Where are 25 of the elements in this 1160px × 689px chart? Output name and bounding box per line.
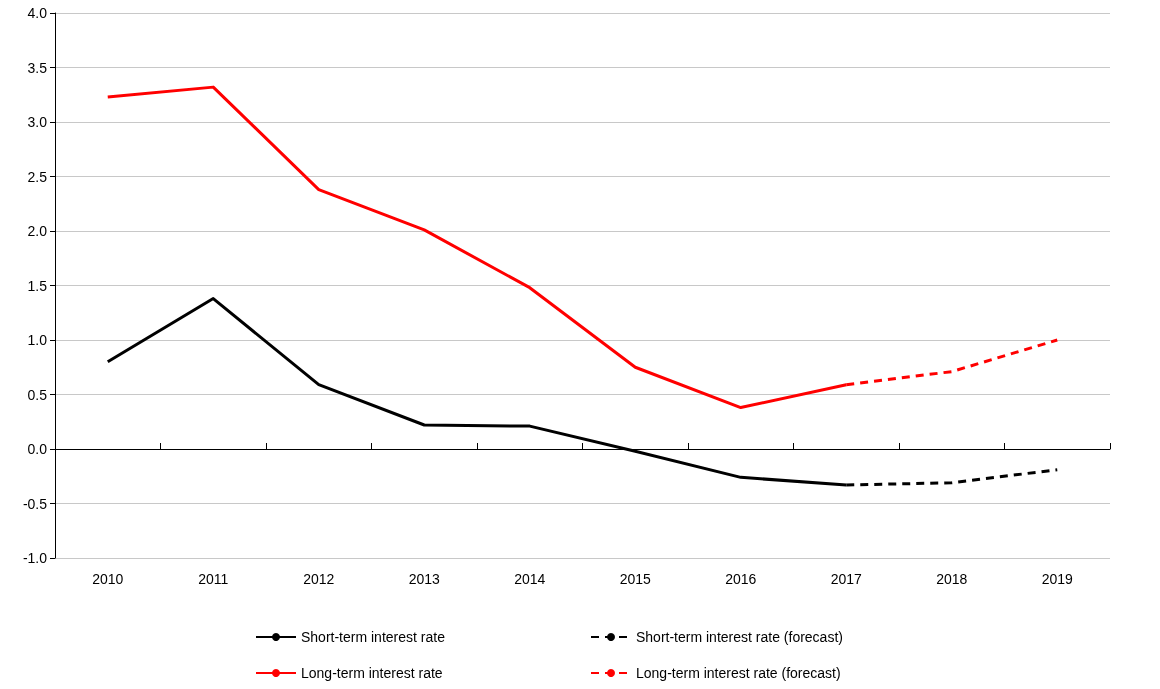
x-tick-label: 2012 xyxy=(303,571,335,587)
x-tick-label: 2017 xyxy=(830,571,863,587)
legend-label: Long-term interest rate xyxy=(301,665,443,681)
x-tick-label: 2013 xyxy=(408,571,441,587)
legend-label: Short-term interest rate (forecast) xyxy=(636,629,843,645)
x-tick-label: 2016 xyxy=(725,571,757,587)
x-tick-label: 2011 xyxy=(198,571,229,587)
y-tick-label: 2.5 xyxy=(27,168,48,185)
y-tick-label: 0.0 xyxy=(27,441,48,457)
legend-label: Long-term interest rate (forecast) xyxy=(636,665,841,681)
y-tick-label: 1.0 xyxy=(27,332,48,348)
y-tick-label: 3.5 xyxy=(27,59,48,76)
y-tick-label: -0.5 xyxy=(22,495,48,512)
legend-label: Short-term interest rate xyxy=(301,629,446,645)
y-tick-label: -1.0 xyxy=(22,550,48,566)
x-tick-label: 2014 xyxy=(514,571,546,587)
x-tick-label: 2010 xyxy=(92,571,124,587)
x-tick-label: 2018 xyxy=(936,571,968,587)
y-tick-label: 2.0 xyxy=(27,223,48,239)
y-tick-label: 3.0 xyxy=(27,114,48,130)
y-tick-label: 1.5 xyxy=(27,277,48,294)
y-tick-label: 4.0 xyxy=(27,5,48,21)
x-tick-label: 2015 xyxy=(619,571,652,587)
x-tick-label: 2019 xyxy=(1041,571,1074,587)
y-tick-label: 0.5 xyxy=(27,386,48,403)
